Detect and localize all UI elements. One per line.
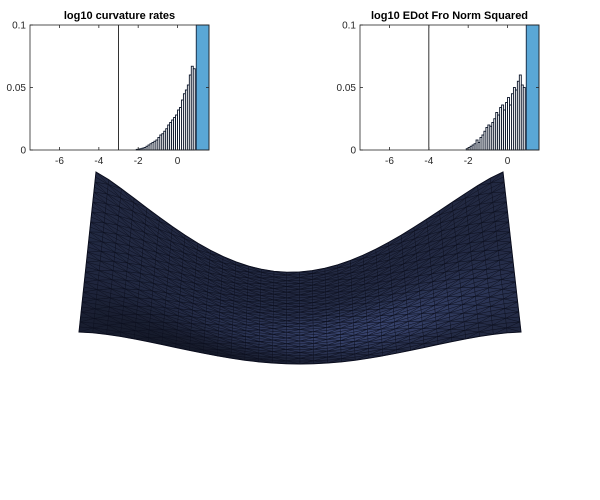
hist-bar <box>522 87 526 151</box>
chart-title: log10 curvature rates <box>64 10 175 22</box>
x-tick-label: 0 <box>175 156 181 167</box>
mesh-outline <box>78 171 522 365</box>
y-tick-label: 0.05 <box>7 83 27 94</box>
y-tick-label: 0 <box>20 146 26 157</box>
x-tick-label: -6 <box>385 156 394 167</box>
mesh-surface <box>78 171 522 365</box>
histogram-curvature-rates: -6 -4 -2 0 0 0.05 0.1 log10 curvature rates <box>7 10 210 167</box>
y-tick-label: 0.05 <box>337 83 357 94</box>
x-tick-label: -6 <box>55 156 64 167</box>
histogram-edot-fro-norm: -6 -4 -2 0 0 0.05 0.1 log10 EDot Fro Norm Squar… <box>337 10 540 167</box>
y-tick-label: 0.1 <box>12 21 26 32</box>
x-tick-label: -2 <box>134 156 143 167</box>
x-tick-label: -2 <box>464 156 473 167</box>
x-tick-label: -4 <box>424 156 433 167</box>
x-tick-label: -4 <box>94 156 103 167</box>
y-tick-label: 0.1 <box>342 21 356 32</box>
y-tick-label: 0 <box>350 146 356 157</box>
chart-title: log10 EDot Fro Norm Squared <box>371 10 528 22</box>
hist-bar <box>192 68 196 151</box>
x-tick-label: 0 <box>505 156 511 167</box>
